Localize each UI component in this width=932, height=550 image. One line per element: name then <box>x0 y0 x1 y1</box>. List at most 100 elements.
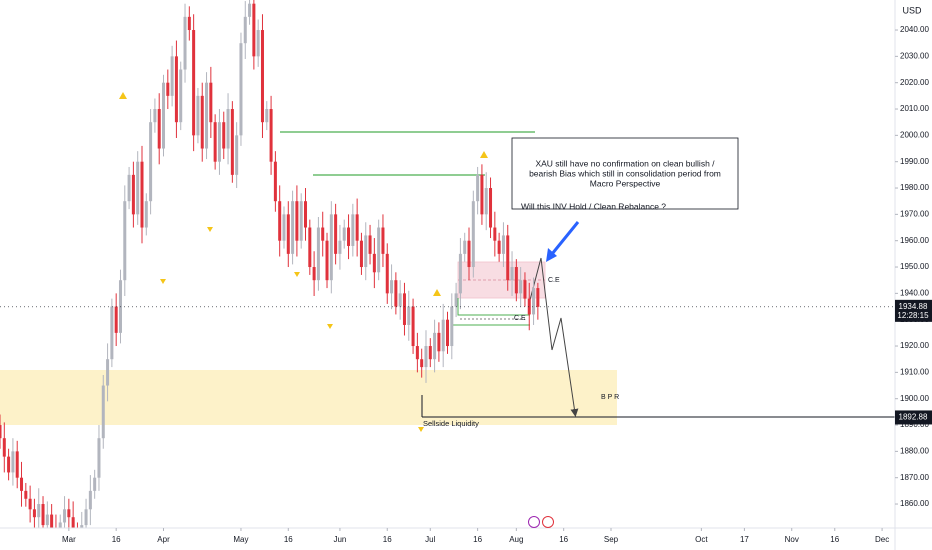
x-tick-label: Nov <box>785 535 799 544</box>
candle-body <box>41 504 45 526</box>
projection-path <box>529 257 579 417</box>
candle-body <box>110 306 114 360</box>
fvg-box <box>457 298 530 316</box>
candle-body <box>127 174 131 202</box>
currency-label: USD <box>902 5 922 15</box>
candle-body <box>286 214 290 254</box>
candle-body <box>372 253 376 273</box>
annotation-text: XAU still have no confirmation on clean … <box>535 158 715 168</box>
candle-body <box>71 517 75 528</box>
candle-body <box>106 359 110 386</box>
candle-body <box>45 514 49 526</box>
x-tick-label: Oct <box>695 535 708 544</box>
down-marker <box>207 227 213 232</box>
candle-body <box>239 43 243 136</box>
candle-body <box>519 280 523 294</box>
annotation-text: bearish Bias which still in consolidatio… <box>529 168 721 178</box>
down-marker <box>294 272 300 277</box>
up-marker <box>119 92 127 99</box>
candle-body <box>454 293 458 307</box>
y-tick-label: 1860.00 <box>900 499 929 508</box>
candle-body <box>303 201 308 228</box>
candle-body <box>527 298 531 315</box>
y-tick-label: 1950.00 <box>900 262 929 271</box>
candle-body <box>192 30 196 136</box>
candle-body <box>222 122 226 149</box>
candle-body <box>325 240 329 281</box>
candle-body <box>256 30 260 57</box>
candle-body <box>514 267 518 294</box>
candle-body <box>463 240 467 254</box>
candle-body <box>398 293 402 307</box>
y-tick-label: 1870.00 <box>900 473 929 482</box>
candle-body <box>334 214 338 254</box>
level-tag-text: 1892.88 <box>899 413 928 422</box>
candle-body <box>312 267 316 281</box>
event-icon[interactable] <box>528 516 540 528</box>
candle-body <box>359 240 363 268</box>
candle-body <box>144 201 148 228</box>
candle-body <box>217 122 221 162</box>
candle-body <box>196 95 200 136</box>
event-icon[interactable] <box>542 516 554 528</box>
candle-body <box>493 227 497 241</box>
candle-body <box>213 122 217 162</box>
candle-body <box>523 280 527 299</box>
annotation-box <box>511 137 739 210</box>
candle-body <box>415 346 419 360</box>
x-tick-label: May <box>233 535 248 544</box>
y-tick-label: 2020.00 <box>900 78 929 87</box>
candle-body <box>157 109 161 149</box>
candle-body <box>308 227 312 268</box>
up-marker <box>480 151 488 158</box>
candle-body <box>338 240 342 254</box>
candle-body <box>226 109 230 149</box>
x-tick-label: Apr <box>157 535 170 544</box>
candle-body <box>11 451 15 473</box>
candle-body <box>424 346 428 368</box>
candle-body <box>428 346 432 360</box>
candle-body <box>394 280 398 307</box>
markers <box>119 92 488 432</box>
candle-body <box>2 438 6 457</box>
candle-body <box>291 201 295 254</box>
candle-body <box>114 306 118 333</box>
candle-body <box>140 161 144 228</box>
y-tick-label: 1910.00 <box>900 367 929 376</box>
annotation-text: Macro Perspective <box>590 178 661 188</box>
candle-body <box>441 319 445 352</box>
candle-body <box>385 253 389 294</box>
candle-body <box>480 174 484 215</box>
candle-body <box>497 240 501 254</box>
candle-body <box>506 235 510 281</box>
candle-body <box>187 16 191 31</box>
candle-body <box>166 82 170 96</box>
candle-body <box>162 82 166 149</box>
candle-body <box>402 293 406 325</box>
candle-body <box>377 227 381 273</box>
y-tick-label: 2010.00 <box>900 104 929 113</box>
y-tick-label: 1980.00 <box>900 183 929 192</box>
candle-body <box>420 359 424 368</box>
candle-body <box>433 332 437 360</box>
candle-body <box>123 201 127 281</box>
ce-label: C.E <box>548 277 560 284</box>
candle-body <box>450 306 454 347</box>
candle-body <box>467 240 471 268</box>
blue-arrow-head <box>546 248 557 262</box>
candle-body <box>351 214 355 246</box>
candle-body <box>248 3 252 17</box>
candle-body <box>93 477 97 491</box>
candle-body <box>153 109 157 123</box>
candle-body <box>484 188 488 215</box>
candle-body <box>230 109 234 175</box>
candle-body <box>88 490 92 510</box>
candle-body <box>101 385 105 439</box>
candle-body <box>368 235 372 254</box>
down-marker <box>160 279 166 284</box>
candle-body <box>32 509 36 518</box>
candle-body <box>532 288 536 315</box>
candle-body <box>243 16 247 44</box>
candle-body <box>278 201 282 241</box>
y-tick-label: 2030.00 <box>900 51 929 60</box>
